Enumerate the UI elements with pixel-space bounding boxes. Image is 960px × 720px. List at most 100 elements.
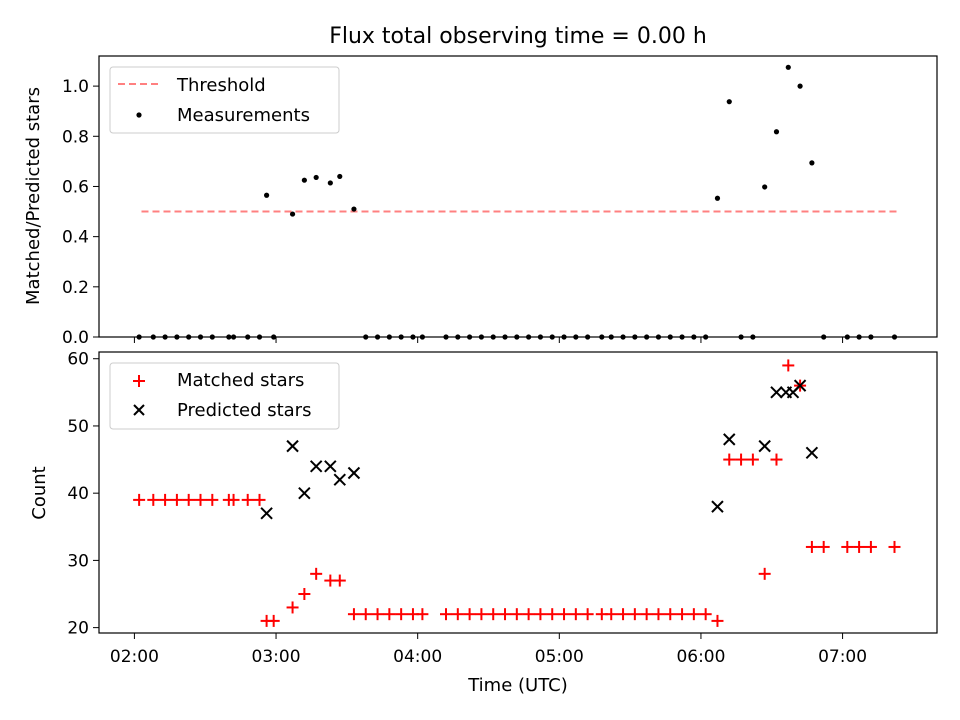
measurement-point xyxy=(726,99,732,105)
matched-point xyxy=(194,493,207,506)
matched-point xyxy=(711,614,724,627)
measurement-point xyxy=(351,206,357,212)
predicted-point xyxy=(260,507,273,520)
predicted-point xyxy=(286,439,299,453)
measurement-point xyxy=(809,160,815,166)
predicted-point xyxy=(793,379,807,392)
x-tick-label: 07:00 xyxy=(818,647,867,667)
bottom-plot-area xyxy=(133,359,901,627)
x-tick-label: 02:00 xyxy=(110,647,159,667)
y-tick-label: 0.8 xyxy=(62,127,89,147)
matched-point xyxy=(475,608,488,621)
measurement-point xyxy=(773,129,780,135)
matched-point xyxy=(817,540,830,553)
predicted-point xyxy=(711,500,724,513)
x-tick-label: 03:00 xyxy=(252,647,301,667)
matched-point xyxy=(699,608,712,621)
matched-point xyxy=(499,608,512,621)
matched-point xyxy=(628,608,641,621)
bottom-legend: Matched stars Predicted stars xyxy=(109,362,340,430)
matched-point xyxy=(546,608,559,621)
measurement-point xyxy=(313,174,319,181)
top-legend: Threshold Measurements xyxy=(109,66,340,134)
matched-point xyxy=(664,608,677,621)
predicted-point xyxy=(347,466,361,480)
matched-point xyxy=(416,608,429,621)
measurement-point xyxy=(264,192,270,198)
top-panel: 0.0 0.2 0.4 0.6 0.8 1.0 Matched/Predicted sta… xyxy=(23,55,938,348)
matched-point xyxy=(864,540,877,553)
measurement-point xyxy=(797,83,803,89)
matched-point xyxy=(347,608,360,621)
top-y-axis-label: Matched/Predicted stars xyxy=(23,87,44,305)
matched-point xyxy=(206,493,219,506)
matched-point xyxy=(558,608,571,621)
matched-point xyxy=(463,608,476,621)
matched-point xyxy=(182,493,195,506)
matched-point xyxy=(395,608,408,621)
matched-point xyxy=(605,608,618,621)
matched-point xyxy=(298,588,311,601)
predicted-point xyxy=(805,446,819,460)
measurement-point xyxy=(289,211,296,217)
y-tick-label: 50 xyxy=(67,417,89,437)
predicted-point xyxy=(333,473,346,486)
matched-point xyxy=(371,608,384,621)
y-tick-label: 1.0 xyxy=(62,77,89,97)
bottom-x-ticks: 02:00 03:00 04:00 05:00 06:00 07:00 xyxy=(110,633,867,667)
top-axes-frame xyxy=(98,55,938,338)
matched-point xyxy=(853,540,866,553)
top-legend-box xyxy=(109,66,340,134)
chart-title: Flux total observing time = 0.00 h xyxy=(329,24,707,49)
y-tick-label: 0.4 xyxy=(62,228,89,248)
measurement-point xyxy=(301,177,307,183)
matched-point xyxy=(147,493,160,506)
matched-point xyxy=(487,608,500,621)
matched-point xyxy=(286,601,299,614)
predicted-point xyxy=(298,486,311,500)
measurement-point xyxy=(337,173,343,180)
predicted-point xyxy=(770,386,783,399)
matched-point xyxy=(581,608,594,621)
y-tick-label: 0.6 xyxy=(62,177,89,197)
matched-point xyxy=(510,608,523,621)
bottom-y-ticks: 20 30 40 50 60 xyxy=(67,350,99,639)
matched-point xyxy=(687,608,700,621)
matched-point xyxy=(652,608,665,621)
matched-point xyxy=(569,608,582,621)
matched-point xyxy=(888,540,901,553)
matched-point xyxy=(267,614,280,627)
y-tick-label: 40 xyxy=(67,484,89,504)
predicted-point xyxy=(309,460,323,473)
measurement-point xyxy=(714,195,721,201)
predicted-point xyxy=(758,439,771,453)
matched-point xyxy=(310,567,323,580)
measurement-point xyxy=(785,64,791,70)
predicted-legend-swatch xyxy=(133,404,145,416)
matched-point xyxy=(133,493,146,506)
matched-point xyxy=(617,608,630,621)
matched-point xyxy=(253,493,266,506)
y-tick-label: 0.0 xyxy=(62,328,89,348)
measurement-point xyxy=(762,184,768,190)
x-tick-label: 06:00 xyxy=(676,647,725,667)
matched-point xyxy=(170,493,183,506)
bottom-x-axis-label: Time (UTC) xyxy=(467,675,568,696)
matched-point xyxy=(746,453,759,466)
y-tick-label: 30 xyxy=(67,551,89,571)
matched-point xyxy=(723,453,736,466)
matched-point xyxy=(640,608,653,621)
bottom-panel: 20 30 40 50 60 02:00 03:00 04:00 05:00 06:00 07:0… xyxy=(29,350,938,696)
matched-point xyxy=(440,608,453,621)
measurement-point xyxy=(327,180,333,186)
top-y-ticks: 0.0 0.2 0.4 0.6 0.8 1.0 xyxy=(62,77,99,348)
matched-legend-label: Matched stars xyxy=(177,370,304,391)
y-tick-label: 20 xyxy=(67,619,89,639)
top-x-ticks xyxy=(133,337,844,343)
predicted-point xyxy=(324,460,337,473)
matched-point xyxy=(227,493,240,506)
measurements-legend-swatch xyxy=(136,112,142,118)
threshold-legend-label: Threshold xyxy=(176,75,266,96)
matched-point xyxy=(676,608,689,621)
